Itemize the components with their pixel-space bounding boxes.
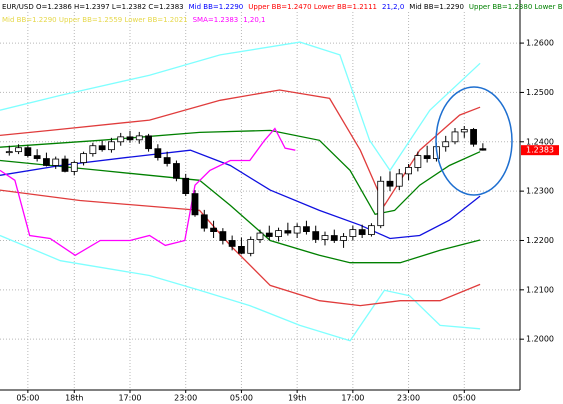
indicator-line xyxy=(0,127,296,257)
last-price-label: 1.2383 xyxy=(526,146,554,155)
candle-body xyxy=(312,231,320,240)
header-segment: SMA=1.2383 xyxy=(193,16,239,24)
x-tick-label: 17:00 xyxy=(118,394,141,403)
indicator-line xyxy=(0,189,481,307)
highlight-ellipse xyxy=(435,86,513,196)
candle-body xyxy=(284,230,292,234)
header-segment: 21,2,0 xyxy=(382,3,404,11)
candle-body xyxy=(117,136,125,143)
candle-body xyxy=(5,151,13,154)
indicator-line xyxy=(0,234,481,342)
candle-body xyxy=(154,148,162,158)
candle-body xyxy=(479,148,487,151)
y-tick-label: 1.2500 xyxy=(526,88,554,97)
candle-body xyxy=(89,145,97,155)
candle-body xyxy=(210,227,217,232)
candle-body xyxy=(405,167,412,175)
header-segment: Mid BB=1.2290 Upper BB=1.2559 Lower BB=1… xyxy=(2,16,188,24)
candle-body xyxy=(24,147,32,157)
x-tick-label: 19th xyxy=(288,394,306,403)
last-price-box xyxy=(521,145,559,156)
candle-body xyxy=(238,245,245,254)
candle-body xyxy=(386,180,394,187)
indicator-line xyxy=(0,129,481,216)
indicator-line xyxy=(0,149,481,240)
candle-body xyxy=(349,229,357,237)
x-tick-label: 17:00 xyxy=(341,394,364,403)
candle-body xyxy=(135,135,143,141)
candle-body xyxy=(460,129,468,133)
candle-body xyxy=(61,158,69,172)
candle-body xyxy=(43,158,50,166)
y-tick-label: 1.2300 xyxy=(526,187,554,196)
candle-body xyxy=(265,232,273,237)
header-segment: Upper BB=1.2470 Lower BB=1.2111 xyxy=(248,3,377,11)
header-line: Mid BB=1.2290 Upper BB=1.2559 Lower BB=1… xyxy=(2,16,266,24)
candle-body xyxy=(191,193,199,216)
header-segment: 1,20,1 xyxy=(243,16,265,24)
candle-body xyxy=(173,163,180,179)
candle-body xyxy=(256,232,264,240)
candle-body xyxy=(293,226,301,234)
x-tick-label: 23:00 xyxy=(174,394,197,403)
candle-body xyxy=(423,155,431,159)
candle-body xyxy=(414,155,422,168)
candle-body xyxy=(108,141,115,151)
header-segment: EUR/USD O=1.2386 H=1.2397 L=1.2382 C=1.2… xyxy=(2,3,184,11)
candle-body xyxy=(52,158,60,166)
candle-body xyxy=(395,173,403,187)
candle-body xyxy=(368,225,375,235)
indicator-line xyxy=(0,159,481,264)
indicator-lines xyxy=(0,41,481,342)
y-tick-label: 1.2600 xyxy=(526,39,554,48)
x-tick-label: 05:00 xyxy=(453,394,476,403)
indicator-line xyxy=(0,89,481,207)
y-tick-label: 1.2400 xyxy=(526,137,554,146)
header-segment: Upper BB=1.2380 Lower BB=1.2201 xyxy=(469,3,563,11)
candle-body xyxy=(470,129,477,145)
indicator-line xyxy=(0,41,481,172)
candle-body xyxy=(377,180,385,227)
x-tick-label: 05:00 xyxy=(16,394,39,403)
candle-body xyxy=(451,131,459,143)
candle-body xyxy=(163,157,171,164)
candle-body xyxy=(15,147,22,153)
header-segment: Mid BB=1.2290 xyxy=(409,3,464,11)
candle-body xyxy=(247,239,255,254)
header-segment: Mid BB=1.2290 xyxy=(189,3,244,11)
candle-body xyxy=(303,226,310,232)
axes: 1.2600 1.2500 1.2400 1.2300 1.2200 1.2100 1.20… xyxy=(16,39,559,403)
candle-body xyxy=(80,153,87,163)
y-tick-label: 1.2000 xyxy=(526,335,554,344)
candle-body xyxy=(33,155,41,159)
candle-body xyxy=(182,177,190,194)
candle-body xyxy=(98,145,106,151)
candle-body xyxy=(228,240,236,247)
candle-body xyxy=(200,214,208,229)
x-tick-label: 18th xyxy=(65,394,83,403)
candle-body xyxy=(126,136,134,141)
candle-body xyxy=(145,135,152,150)
y-tick-label: 1.2100 xyxy=(526,285,554,294)
header-line: EUR/USD O=1.2386 H=1.2397 L=1.2382 C=1.2… xyxy=(2,3,563,11)
candle-body xyxy=(321,235,329,240)
candle-body xyxy=(219,231,227,241)
x-tick-label: 23:00 xyxy=(397,394,420,403)
candle-body xyxy=(330,235,338,241)
x-tick-label: 05:00 xyxy=(230,394,253,403)
candle-body xyxy=(442,141,450,148)
candle-body xyxy=(340,236,347,241)
y-tick-label: 1.2200 xyxy=(526,236,554,245)
candle-body xyxy=(70,162,78,172)
candle-body xyxy=(358,229,366,235)
header: EUR/USD O=1.2386 H=1.2397 L=1.2382 C=1.2… xyxy=(2,3,563,24)
candle-body xyxy=(275,230,282,237)
